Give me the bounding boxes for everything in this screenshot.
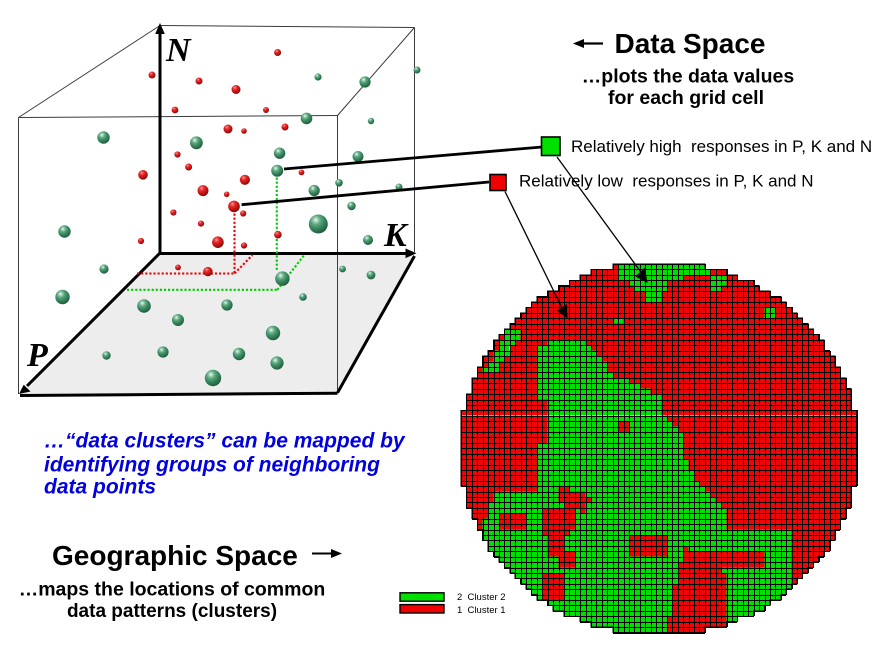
svg-text:Relatively high responses in: Relatively high responses in P, K and N <box>571 137 872 156</box>
svg-text:1 Cluster 1: 1 Cluster 1 <box>457 605 506 616</box>
svg-text:Geographic Space: Geographic Space <box>52 540 298 571</box>
svg-text:2 Cluster 2: 2 Cluster 2 <box>457 592 506 603</box>
svg-text:P: P <box>26 337 48 374</box>
svg-text:…“data clusters” can be mapped: …“data clusters” can be mapped by <box>44 430 406 453</box>
svg-text:identifying groups of neighbor: identifying groups of neighboring <box>44 454 380 477</box>
svg-text:K: K <box>383 217 409 254</box>
svg-text:Data Space: Data Space <box>615 28 766 59</box>
svg-text:N: N <box>165 32 192 69</box>
svg-text:data points: data points <box>44 476 156 499</box>
svg-text:…maps the locations of common: …maps the locations of common <box>19 579 326 601</box>
svg-text:for each grid cell: for each grid cell <box>608 87 764 109</box>
svg-text:Relatively low responses in P: Relatively low responses in P, K and N <box>519 172 814 191</box>
svg-text:data patterns (clusters): data patterns (clusters) <box>67 601 277 622</box>
svg-text:…plots the data values: …plots the data values <box>582 66 795 88</box>
